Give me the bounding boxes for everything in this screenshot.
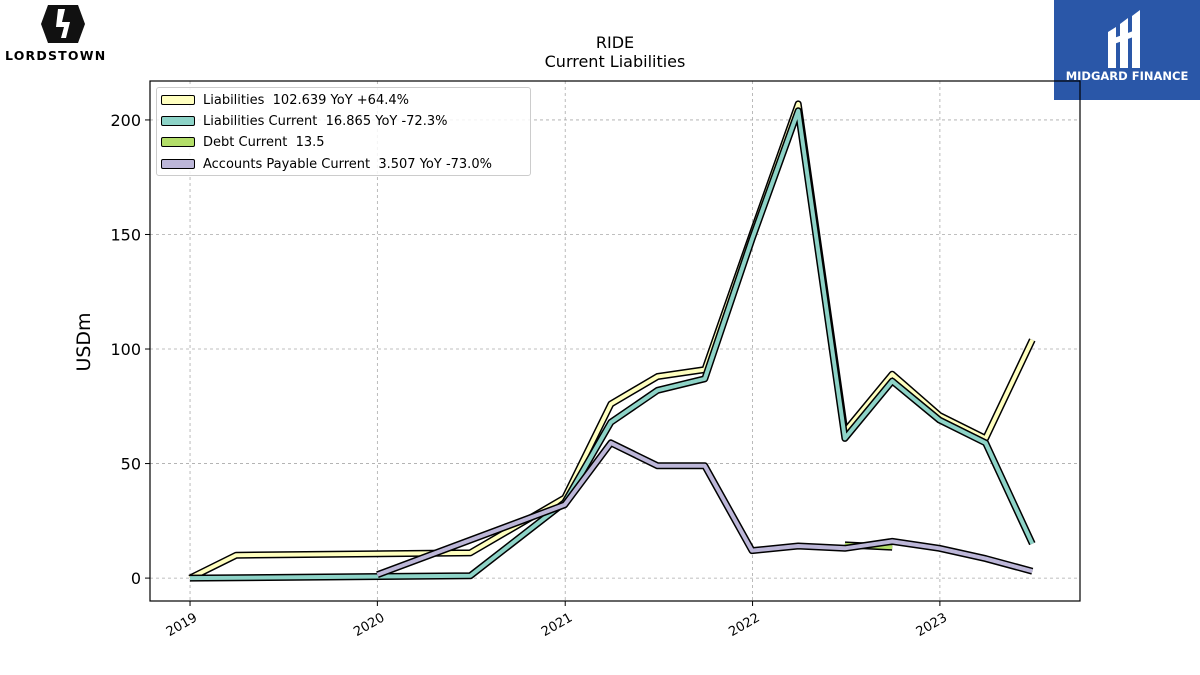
y-tick-label: 0 [131, 569, 141, 588]
y-tick-label: 50 [121, 455, 141, 474]
y-tick-label: 150 [110, 225, 141, 244]
legend-label: Liabilities Current 16.865 YoY -72.3% [203, 113, 448, 129]
plot-frame [149, 80, 1081, 602]
lordstown-logo-text: LORDSTOWN [5, 48, 107, 63]
lordstown-logo-icon [41, 5, 85, 43]
legend-swatch [161, 116, 195, 126]
legend-item-debt-current: Debt Current 13.5 [161, 132, 325, 152]
legend-label: Accounts Payable Current 3.507 YoY -73.0… [203, 156, 492, 172]
x-tick-label: 2023 [914, 610, 950, 640]
lordstown-logo: LORDSTOWN [0, 0, 125, 70]
chart-subtitle: Current Liabilities [544, 52, 686, 71]
series-line-outline [376, 439, 1034, 578]
legend-label: Debt Current 13.5 [203, 134, 325, 150]
y-tick-label: 200 [110, 111, 141, 130]
y-axis-label: USDm [73, 312, 95, 372]
x-tick-label: 2019 [164, 610, 200, 640]
series-1 [189, 107, 1036, 582]
series-lines [188, 100, 1036, 582]
series-line-outline [189, 107, 1036, 582]
series-line [376, 440, 1033, 577]
legend-item-accounts-payable: Accounts Payable Current 3.507 YoY -73.0… [161, 154, 492, 174]
legend-swatch [161, 159, 195, 169]
y-tick-label: 100 [110, 340, 141, 359]
midgard-finance-logo-icon [1108, 10, 1140, 68]
series-3 [376, 439, 1034, 578]
chart-title: RIDE [595, 33, 635, 52]
midgard-finance-logo-text: MIDGARD FINANCE [1065, 69, 1189, 83]
x-axis-ticks: 2019 2020 2021 2022 2023 [164, 601, 950, 640]
legend-item-liabilities-current: Liabilities Current 16.865 YoY -72.3% [161, 111, 447, 131]
x-tick-label: 2022 [726, 610, 762, 640]
legend-item-liabilities: Liabilities 102.639 YoY +64.4% [161, 90, 409, 110]
x-tick-label: 2021 [539, 610, 575, 640]
legend-swatch [161, 95, 195, 105]
legend-swatch [161, 137, 195, 147]
chart-legend: Liabilities 102.639 YoY +64.4% Liabiliti… [156, 87, 531, 176]
series-line [189, 108, 1035, 581]
x-tick-label: 2020 [351, 610, 387, 640]
legend-label: Liabilities 102.639 YoY +64.4% [203, 92, 409, 108]
midgard-finance-logo: MIDGARD FINANCE [1054, 0, 1200, 100]
y-axis-ticks: 0 50 100 150 200 [110, 111, 150, 588]
